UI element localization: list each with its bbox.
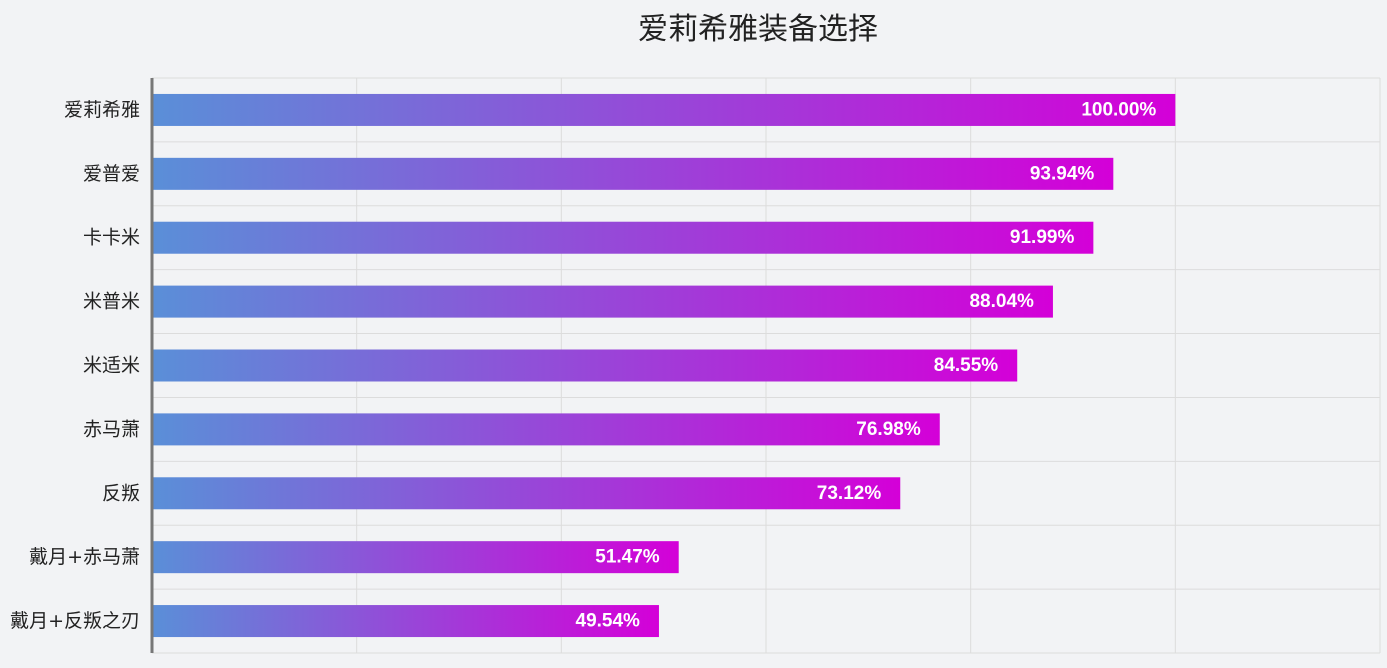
value-label: 91.99% [1010, 227, 1075, 248]
category-label: 反叛 [102, 482, 140, 504]
value-label: 100.00% [1081, 99, 1156, 120]
bars [152, 93, 1176, 638]
category-label: 米适米 [83, 355, 140, 377]
value-label: 73.12% [817, 483, 882, 504]
value-label: 84.55% [934, 355, 999, 376]
category-label: 卡卡米 [83, 227, 140, 249]
category-label: 戴月+赤马萧 [29, 546, 140, 568]
category-label: 赤马萧 [83, 418, 140, 440]
value-label: 76.98% [856, 419, 921, 440]
bar [152, 285, 1053, 318]
bar [152, 477, 901, 510]
category-label: 戴月+反叛之刃 [10, 610, 140, 632]
category-label: 米普米 [83, 291, 140, 313]
bar [152, 157, 1114, 190]
bar [152, 349, 1018, 382]
value-label: 93.94% [1030, 163, 1095, 184]
category-label: 爱莉希雅 [64, 99, 140, 121]
chart-title: 爱莉希雅装备选择 [638, 12, 878, 47]
value-label: 88.04% [969, 291, 1034, 312]
category-label: 爱普爱 [83, 163, 140, 185]
bar [152, 541, 679, 574]
bar [152, 221, 1094, 254]
bar [152, 93, 1176, 126]
bar [152, 605, 659, 638]
value-labels: 100.00% 93.94% 91.99% 88.04% 84.55% 76.98% 73.… [576, 99, 1157, 631]
value-label: 49.54% [576, 611, 641, 632]
value-label: 51.47% [595, 547, 660, 568]
bar [152, 413, 940, 446]
